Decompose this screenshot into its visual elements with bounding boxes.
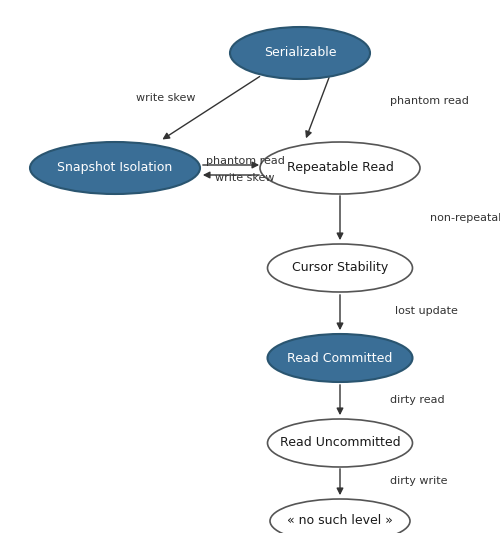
Ellipse shape xyxy=(260,142,420,194)
Text: Read Committed: Read Committed xyxy=(288,351,393,365)
Text: non-repeatable read: non-repeatable read xyxy=(430,213,500,223)
Ellipse shape xyxy=(270,499,410,533)
Text: « no such level »: « no such level » xyxy=(287,514,393,528)
Ellipse shape xyxy=(268,334,412,382)
Text: phantom read: phantom read xyxy=(206,156,284,166)
Text: phantom read: phantom read xyxy=(390,96,469,106)
Ellipse shape xyxy=(268,419,412,467)
Text: Cursor Stability: Cursor Stability xyxy=(292,262,388,274)
Text: dirty write: dirty write xyxy=(390,476,448,486)
Ellipse shape xyxy=(230,27,370,79)
Text: Serializable: Serializable xyxy=(264,46,336,60)
Ellipse shape xyxy=(268,244,412,292)
Text: write skew: write skew xyxy=(215,173,275,183)
Text: write skew: write skew xyxy=(136,93,195,103)
Text: dirty read: dirty read xyxy=(390,395,444,405)
Text: Repeatable Read: Repeatable Read xyxy=(286,161,394,174)
Ellipse shape xyxy=(30,142,200,194)
Text: Read Uncommitted: Read Uncommitted xyxy=(280,437,400,449)
Text: Snapshot Isolation: Snapshot Isolation xyxy=(58,161,172,174)
Text: lost update: lost update xyxy=(395,306,458,316)
